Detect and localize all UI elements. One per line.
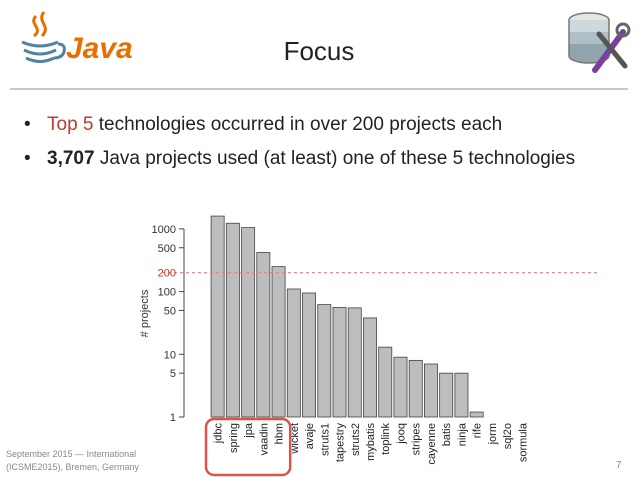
footer-line: (ICSME2015), Bremen, Germany (6, 462, 140, 472)
bullet-item: • Top 5 technologies occurred in over 20… (22, 112, 622, 138)
y-tick-label: 100 (158, 287, 176, 299)
x-tick-label: struts2 (350, 423, 362, 456)
bar (408, 359, 423, 418)
x-tick-label: jpa (243, 422, 255, 439)
bullet-text: technologies occurred in over 200 projec… (93, 114, 503, 135)
x-tick-label: sql2o (502, 423, 514, 449)
bar (302, 292, 317, 418)
bar (363, 317, 377, 418)
x-tick-label: cayenne (426, 423, 438, 465)
highlight-box (204, 417, 292, 477)
x-tick-label: tapestry (335, 423, 347, 463)
x-tick-label: toplink (380, 423, 392, 455)
java-logo-text: Java (66, 32, 133, 65)
x-tick-label: ninja (456, 422, 468, 446)
java-logo-icon: Java (21, 11, 133, 65)
bar (210, 215, 225, 418)
bar (393, 356, 408, 418)
title-divider (10, 88, 628, 90)
bar (332, 306, 347, 418)
x-tick-label: rife (472, 423, 484, 438)
bar (225, 222, 240, 418)
x-tick-label: jorm (487, 423, 499, 445)
x-tick-label: struts1 (319, 423, 331, 456)
bullet-text: Java projects used (at least) one of the… (94, 148, 576, 169)
bullet-dot: • (24, 114, 31, 135)
bullet-highlight: 3,707 (47, 148, 95, 169)
x-tick-label: spring (228, 423, 240, 453)
bullet-list: • Top 5 technologies occurred in over 20… (22, 112, 622, 180)
x-tick-label: vaadin (258, 423, 270, 455)
bullet-dot: • (24, 148, 31, 169)
x-tick-label: avaje (304, 423, 316, 449)
x-tick-label: sormula (517, 422, 529, 462)
bar (347, 307, 362, 418)
reference-line-label: 200 (158, 268, 176, 280)
bar (454, 372, 469, 418)
y-tick-label: 500 (158, 243, 176, 255)
y-axis-label: # projects (139, 289, 151, 337)
bar (271, 266, 286, 418)
page-number: 7 (616, 460, 622, 471)
y-tick-label: 10 (164, 349, 176, 361)
bar (469, 411, 484, 418)
x-tick-label: hbm (274, 423, 286, 444)
slide-title: Focus (283, 36, 355, 66)
footer-line: September 2015 — International (6, 449, 137, 459)
x-tick-label: jooq (395, 423, 407, 445)
y-tick-label: 1000 (152, 224, 176, 236)
database-tools-icon (568, 12, 631, 73)
y-tick-label: 5 (170, 368, 176, 380)
x-tick-label: wicket (289, 423, 301, 455)
x-tick-label: jdbc (213, 423, 225, 445)
bar (286, 288, 301, 418)
y-tick-label: 50 (164, 305, 176, 317)
bar (317, 304, 332, 418)
bullet-item: • 3,707 Java projects used (at least) on… (22, 146, 622, 172)
bullet-highlight: Top 5 (47, 114, 94, 135)
bar (423, 363, 438, 418)
bar (256, 252, 271, 418)
footer-citation: September 2015 — International (ICSME201… (6, 448, 139, 474)
bar (241, 227, 256, 418)
bar (378, 346, 393, 418)
x-tick-label: stripes (411, 423, 423, 456)
x-tick-label: mybatis (365, 423, 377, 461)
y-tick-label: 1 (170, 412, 176, 424)
bar (439, 372, 454, 418)
x-tick-label: batis (441, 423, 453, 447)
